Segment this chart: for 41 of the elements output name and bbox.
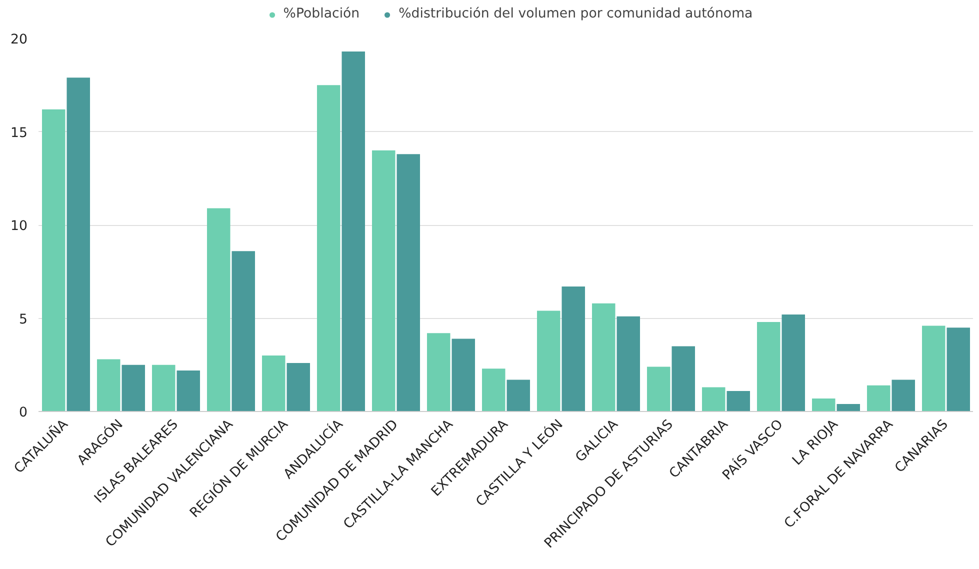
bar bbox=[396, 154, 420, 412]
bar bbox=[592, 303, 616, 412]
bar bbox=[836, 404, 860, 412]
bar bbox=[892, 380, 916, 412]
y-tick-label: 10 bbox=[10, 219, 28, 234]
bar bbox=[262, 356, 286, 412]
bar bbox=[616, 316, 640, 412]
bar bbox=[536, 310, 560, 412]
bar bbox=[66, 78, 90, 412]
y-tick-label: 0 bbox=[19, 406, 28, 420]
bar bbox=[922, 326, 946, 412]
bar bbox=[152, 364, 176, 412]
bar bbox=[702, 387, 726, 412]
bar bbox=[372, 150, 396, 412]
legend-label: %Población bbox=[283, 6, 360, 22]
bar bbox=[782, 314, 806, 412]
bar bbox=[756, 322, 780, 412]
y-tick-label: 5 bbox=[19, 312, 28, 328]
bar bbox=[342, 52, 366, 412]
bar bbox=[452, 338, 476, 412]
bar bbox=[316, 85, 340, 412]
bar bbox=[646, 366, 670, 412]
bar bbox=[672, 346, 696, 412]
bar bbox=[96, 359, 120, 412]
bar bbox=[726, 390, 750, 412]
bar bbox=[42, 109, 66, 412]
bar bbox=[286, 363, 310, 412]
bar bbox=[812, 398, 836, 412]
bar bbox=[946, 328, 970, 412]
bar bbox=[562, 286, 586, 412]
y-tick-label: 15 bbox=[10, 126, 28, 141]
bar bbox=[122, 364, 146, 412]
y-tick-label: 20 bbox=[10, 32, 28, 48]
legend-label: %distribución del volumen por comunidad autónoma bbox=[398, 6, 753, 22]
bar bbox=[506, 380, 530, 412]
bar bbox=[426, 333, 450, 412]
bar bbox=[866, 385, 890, 412]
bar bbox=[176, 370, 200, 412]
bar bbox=[206, 208, 230, 412]
bar bbox=[232, 251, 256, 412]
bar bbox=[482, 368, 506, 412]
